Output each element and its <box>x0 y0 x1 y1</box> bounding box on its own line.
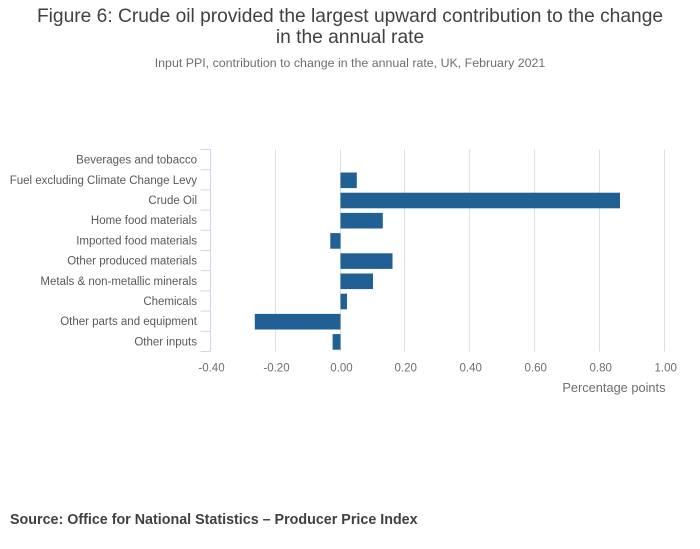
svg-text:Other parts and equipment: Other parts and equipment <box>60 316 198 328</box>
svg-text:-0.40: -0.40 <box>198 363 224 375</box>
svg-text:Other produced materials: Other produced materials <box>67 256 197 268</box>
svg-text:1.00: 1.00 <box>655 363 677 375</box>
svg-text:Chemicals: Chemicals <box>143 296 197 308</box>
svg-text:0.80: 0.80 <box>590 363 612 375</box>
svg-text:Imported food materials: Imported food materials <box>76 235 197 247</box>
svg-text:0.60: 0.60 <box>525 363 547 375</box>
svg-text:0.20: 0.20 <box>395 363 417 375</box>
svg-text:Metals & non-metallic minerals: Metals & non-metallic minerals <box>40 276 197 288</box>
svg-text:Beverages and tobacco: Beverages and tobacco <box>76 155 197 167</box>
svg-text:Percentage points: Percentage points <box>562 380 665 395</box>
svg-text:Home food materials: Home food materials <box>91 215 197 227</box>
svg-text:0.00: 0.00 <box>330 363 352 375</box>
svg-text:Other inputs: Other inputs <box>134 336 197 348</box>
svg-text:-0.20: -0.20 <box>263 363 289 375</box>
svg-text:0.40: 0.40 <box>460 363 482 375</box>
svg-text:Fuel excluding Climate Change: Fuel excluding Climate Change Levy <box>10 175 198 187</box>
svg-text:Crude Oil: Crude Oil <box>148 195 197 207</box>
